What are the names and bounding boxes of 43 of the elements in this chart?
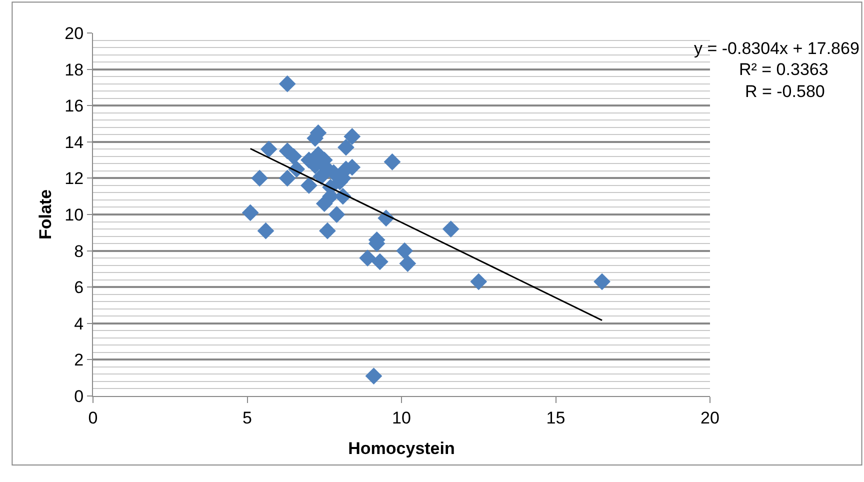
y-tick-label: 6: [74, 278, 84, 298]
point: [300, 177, 318, 194]
y-axis-title: Folate: [36, 189, 56, 240]
point: [316, 195, 333, 212]
point: [278, 170, 296, 187]
point: [344, 128, 361, 145]
y-tick-label: 2: [74, 350, 84, 370]
point: [278, 75, 296, 92]
y-tick-label: 0: [74, 386, 84, 406]
point: [242, 204, 259, 222]
point: [365, 368, 382, 384]
x-tick-label: 20: [700, 408, 720, 428]
point: [399, 255, 416, 272]
y-tick-label: 14: [64, 132, 84, 152]
text: R = -0.580: [745, 82, 825, 101]
y-tick-label: 18: [64, 60, 84, 80]
point: [470, 273, 488, 290]
y-tick-label: 10: [64, 205, 84, 224]
point: [442, 220, 460, 238]
y-tick-label: 8: [74, 242, 84, 261]
text: R² = 0.3363: [739, 60, 828, 79]
point: [396, 242, 414, 260]
y-tick-label: 16: [64, 96, 84, 116]
point: [371, 253, 388, 270]
point: [260, 140, 278, 158]
point: [338, 138, 354, 156]
point: [257, 222, 274, 240]
x-tick-label: 15: [546, 408, 566, 428]
point: [384, 153, 401, 170]
point: [312, 168, 330, 185]
point: [328, 206, 346, 223]
annotation: y = -0.8304x + 17.869: [694, 39, 860, 58]
x-tick-label: 10: [392, 408, 411, 428]
point: [251, 170, 268, 187]
y-tick-label: 20: [64, 24, 84, 43]
x-tick-label: 5: [242, 408, 252, 428]
x-tick-label: 0: [88, 408, 98, 428]
x-axis-title: Homocystein: [348, 438, 455, 458]
point: [319, 222, 336, 240]
point: [359, 250, 376, 267]
y-tick-label: 4: [74, 314, 84, 334]
point: [594, 273, 610, 290]
y-tick-label: 12: [64, 169, 84, 188]
